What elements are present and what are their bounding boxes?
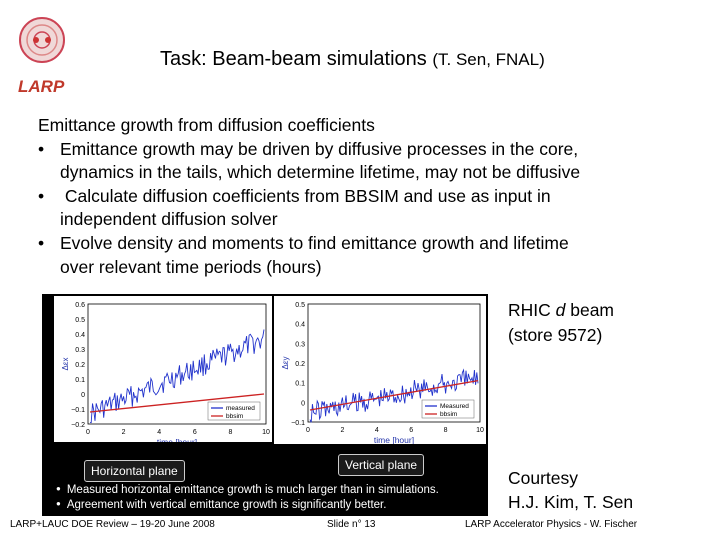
y-tick-label: −0.1 [71,407,85,414]
x-tick-label: 8 [228,429,232,436]
larp-logo: LARP [12,10,72,100]
plot-frame [87,303,267,425]
rhic-prefix: RHIC [508,300,556,320]
y-tick-label: 0.6 [75,302,85,309]
bullet-3-line-1: • Evolve density and moments to find emit… [38,232,678,256]
slide-title: Task: Beam-beam simulations (T. Sen, FNA… [160,48,545,71]
x-tick-label: 4 [375,427,379,434]
x-tick-label: 10 [262,429,270,436]
bullet-text: Emittance growth may be driven by diffus… [60,138,579,159]
plot-frame [307,303,481,423]
bullet-2-line-2: independent diffusion solver [60,209,278,230]
y-tick-label: 0.1 [295,381,305,388]
x-tick-label: 0 [306,427,310,434]
y-tick-label: 0.5 [75,317,85,324]
rhic-suffix: beam [565,300,615,320]
x-axis-label: time [hour] [374,435,414,444]
y-tick-label: −0.1 [291,420,305,427]
rhic-line-1: RHIC d beam [508,298,614,323]
y-tick-label: 0.4 [75,332,85,339]
body-text: Emittance growth from diffusion coeffici… [38,114,678,279]
horizontal-plot: 0.6 0.5 0.4 0.3 0.2 0.1 0 −0.1 −0.2 0 2 4 6 8 10 time [… [54,296,272,442]
y-tick-label: 0 [301,400,305,407]
bullet-dot: • [38,185,45,206]
y-tick-label: 0 [81,392,85,399]
x-tick-label: 6 [193,429,197,436]
x-tick-label: 8 [444,427,448,434]
legend-label: measured [226,405,255,412]
x-tick-label: 10 [476,427,484,434]
title-author: (T. Sen, FNAL) [432,50,545,69]
x-tick-label: 2 [122,429,126,436]
y-tick-label: 0.4 [295,322,305,329]
bullet-1-line-1: • Emittance growth may be driven by diffu… [38,138,678,162]
footer-center: Slide n° 13 [327,519,376,530]
body-heading: Emittance growth from diffusion coeffici… [38,115,375,135]
vertical-plot: 0.5 0.4 0.3 0.2 0.1 0 −0.1 0 2 4 6 8 10 time [hour] Δε… [274,296,486,444]
horizontal-plane-tag: Horizontal plane [84,460,185,482]
y-tick-label: 0.2 [295,361,305,368]
courtesy-line-2: H.J. Kim, T. Sen [508,492,634,512]
vertical-plane-tag: Vertical plane [338,454,425,476]
x-tick-label: 0 [86,429,90,436]
footer-right: LARP Accelerator Physics - W. Fischer [465,519,638,530]
bullet-text: Evolve density and moments to find emitt… [60,232,569,253]
y-tick-label: −0.2 [71,422,85,429]
bullet-2-line-1: • Calculate diffusion coefficients from … [38,185,678,209]
rhic-line-2: (store 9572) [508,325,603,345]
y-tick-label: 0.3 [75,347,85,354]
y-tick-label: 0.1 [75,377,85,384]
footer-left: LARP+LAUC DOE Review – 19-20 June 2008 [10,519,215,530]
bullet-text: Calculate diffusion coefficients from BB… [60,185,551,206]
rhic-species: d [555,300,566,320]
legend-label: bbsim [440,411,457,418]
measured-series-line [89,329,265,424]
x-tick-label: 6 [409,427,413,434]
rhic-label: RHIC d beam (store 9572) [508,298,614,348]
x-tick-label: 2 [340,427,344,434]
figure-note-1: Measured horizontal emittance growth is … [56,484,439,496]
legend-label: bbsim [226,413,243,420]
y-tick-label: 0.5 [295,302,305,309]
courtesy-label: Courtesy H.J. Kim, T. Sen [508,466,633,514]
legend-label: Measured [440,403,469,410]
larp-logo-icon: LARP [18,17,65,96]
bullet-dot: • [38,138,45,159]
figure-note-2: Agreement with vertical emittance growth… [56,499,387,511]
bullet-dot: • [38,232,45,253]
x-tick-label: 4 [157,429,161,436]
courtesy-line-1: Courtesy [508,468,579,488]
x-axis-label: time [hour] [157,437,197,442]
bbsim-series-line [89,393,265,413]
y-axis-label: Δεx [61,358,70,371]
figure-panel: 0.6 0.5 0.4 0.3 0.2 0.1 0 −0.1 −0.2 0 2 4 6 8 10 time [… [42,294,488,516]
title-main: Task: Beam-beam simulations [160,48,427,70]
logo-text: LARP [18,77,65,96]
y-tick-label: 0.2 [75,362,85,369]
y-axis-label: Δεy [281,357,290,370]
bbsim-series-line [309,379,479,411]
y-tick-label: 0.3 [295,341,305,348]
bullet-1-line-2: dynamics in the tails, which determine l… [60,162,581,183]
bullet-3-line-2: over relevant time periods (hours) [60,256,322,277]
